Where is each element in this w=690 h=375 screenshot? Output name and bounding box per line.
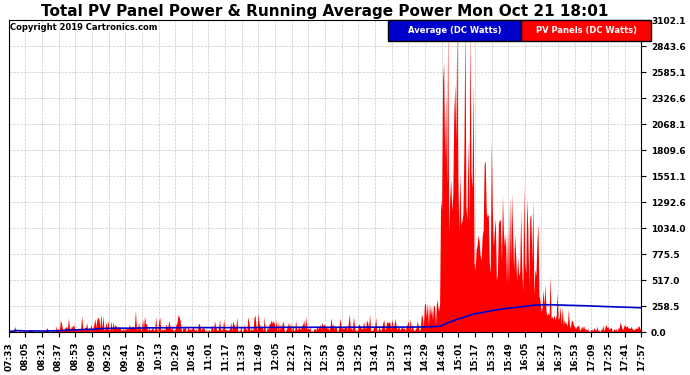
- FancyBboxPatch shape: [388, 20, 521, 40]
- Text: PV Panels (DC Watts): PV Panels (DC Watts): [535, 26, 636, 35]
- Title: Total PV Panel Power & Running Average Power Mon Oct 21 18:01: Total PV Panel Power & Running Average P…: [41, 4, 609, 19]
- Text: Copyright 2019 Cartronics.com: Copyright 2019 Cartronics.com: [10, 24, 157, 33]
- Text: Average (DC Watts): Average (DC Watts): [408, 26, 502, 35]
- FancyBboxPatch shape: [521, 20, 651, 40]
